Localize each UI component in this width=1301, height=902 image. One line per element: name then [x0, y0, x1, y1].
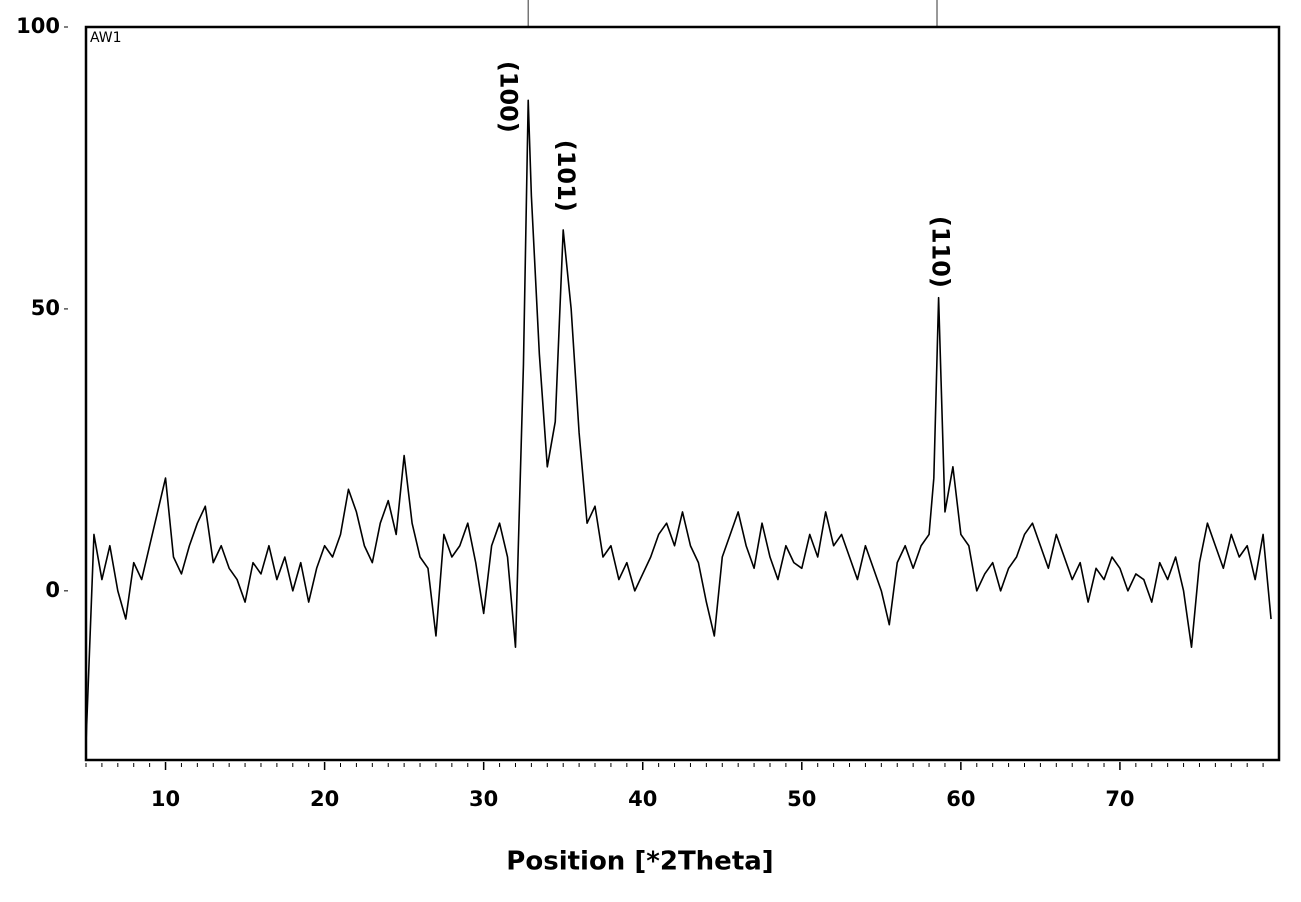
peak-annotation: (100) — [495, 61, 523, 133]
sample-label: AW1 — [90, 30, 122, 46]
diffraction-line — [85, 99, 1272, 744]
x-tick-label: 60 — [946, 787, 975, 811]
y-tick-label: 50 — [31, 296, 60, 320]
x-tick-label: 50 — [787, 787, 816, 811]
x-tick-label: 30 — [469, 787, 498, 811]
peak-annotation: (101) — [552, 140, 580, 212]
y-tick-label: 0 — [45, 578, 60, 602]
x-tick-label: 20 — [310, 787, 339, 811]
y-tick-label: 100 — [16, 14, 60, 38]
x-axis-label: Position [*2Theta] — [506, 847, 773, 877]
x-tick-label: 10 — [151, 787, 180, 811]
x-tick-label: 70 — [1105, 787, 1134, 811]
x-tick-label: 40 — [628, 787, 657, 811]
plot-frame — [84, 25, 1281, 762]
peak-annotation: (110) — [926, 216, 954, 288]
